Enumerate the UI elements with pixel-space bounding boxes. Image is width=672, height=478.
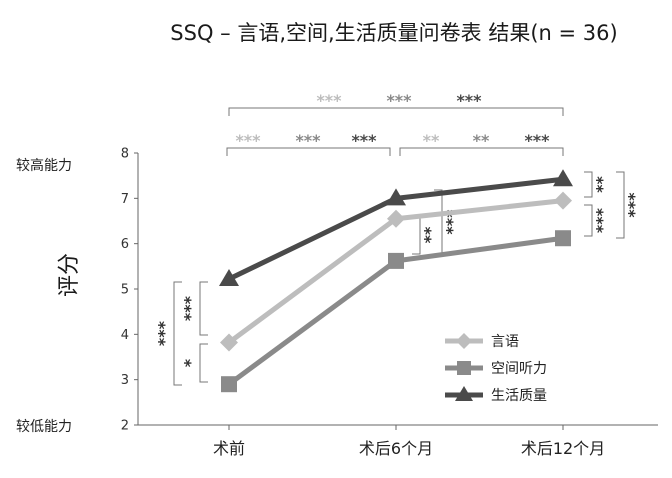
data-point-1-1 xyxy=(388,252,404,269)
sig-pre-vs-12m: *** xyxy=(386,91,412,110)
sig-pre-vs-6m: *** xyxy=(351,131,377,150)
bracket-pre-spatial-quality xyxy=(199,281,208,336)
legend-label-0: 言语 xyxy=(491,334,519,350)
bracket-pre-speech-quality-label: *** xyxy=(155,320,174,346)
legend-label-2: 生活质量 xyxy=(491,388,547,404)
bracket-pre-speech-quality xyxy=(173,281,182,386)
bracket-12m-speech-spatial xyxy=(584,204,593,237)
bracket-pre-speech-spatial-label: * xyxy=(181,358,200,367)
legend-marker-0 xyxy=(456,333,472,349)
sig-pre-vs-12m: *** xyxy=(316,91,342,110)
sig-pre-vs-6m: *** xyxy=(295,131,321,150)
y-tick-label: 7 xyxy=(121,192,129,207)
chart-title: SSQ – 言语,空间,生活质量问卷表 结果(n = 36) xyxy=(170,21,617,45)
x-tick-label: 术后6个月 xyxy=(359,439,433,458)
y-top-caption: 较高能力 xyxy=(16,157,72,174)
bracket-12m-spatial-quality xyxy=(616,171,625,239)
bracket-6m-speech-spatial-label: ** xyxy=(421,226,440,243)
data-point-1-2 xyxy=(555,230,571,247)
legend-marker-2 xyxy=(455,386,473,401)
sig-pre-vs-12m: *** xyxy=(456,91,482,110)
y-ticks: 2 3 4 5 6 7 8 xyxy=(121,147,138,434)
bracket-12m-spatial-quality-label: *** xyxy=(625,192,644,218)
x-tick-label: 术后12个月 xyxy=(521,439,605,458)
sig-6m-vs-12m: ** xyxy=(423,131,440,150)
y-tick-label: 8 xyxy=(121,147,129,162)
data-point-0-2 xyxy=(554,191,572,210)
x-ticks: 术前 术后6个月 术后12个月 xyxy=(213,425,605,458)
bracket-pre-spatial-quality-label: *** xyxy=(181,295,200,321)
series-markers xyxy=(219,169,573,393)
bracket-6m-spatial-quality xyxy=(434,189,443,255)
x-tick-label: 术前 xyxy=(213,439,245,458)
bracket-12m-speech-spatial-label: *** xyxy=(593,207,612,233)
legend-label-1: 空间听力 xyxy=(491,361,547,377)
y-tick-label: 3 xyxy=(121,373,129,388)
data-point-0-1 xyxy=(387,209,405,228)
data-point-2-0 xyxy=(219,269,239,287)
data-point-0-0 xyxy=(220,333,238,352)
significance-brackets: *** *** ****** *** *** ** ** ******************… xyxy=(155,91,644,386)
y-tick-label: 2 xyxy=(121,419,129,434)
bracket-6m-speech-spatial xyxy=(412,215,421,255)
bracket-pre-speech-spatial xyxy=(199,343,208,383)
bracket-12m-speech-quality-label: ** xyxy=(593,176,612,193)
sig-6m-vs-12m: ** xyxy=(473,131,490,150)
y-axis-label: 评分 xyxy=(57,253,82,297)
y-tick-label: 6 xyxy=(121,237,129,252)
data-point-2-1 xyxy=(386,188,406,206)
bracket-6m-vs-12m xyxy=(399,147,564,156)
sig-pre-vs-6m: *** xyxy=(235,131,261,150)
data-point-2-2 xyxy=(553,169,573,187)
y-tick-label: 4 xyxy=(121,328,129,343)
sig-6m-vs-12m: *** xyxy=(524,131,550,150)
data-point-1-0 xyxy=(221,376,237,393)
legend-marker-1 xyxy=(457,361,471,375)
y-bottom-caption: 较低能力 xyxy=(16,419,72,435)
y-tick-label: 5 xyxy=(121,283,129,298)
bracket-pre-vs-6m xyxy=(226,147,391,156)
bracket-pre-vs-12m xyxy=(228,107,564,116)
bracket-12m-speech-quality xyxy=(584,171,593,198)
